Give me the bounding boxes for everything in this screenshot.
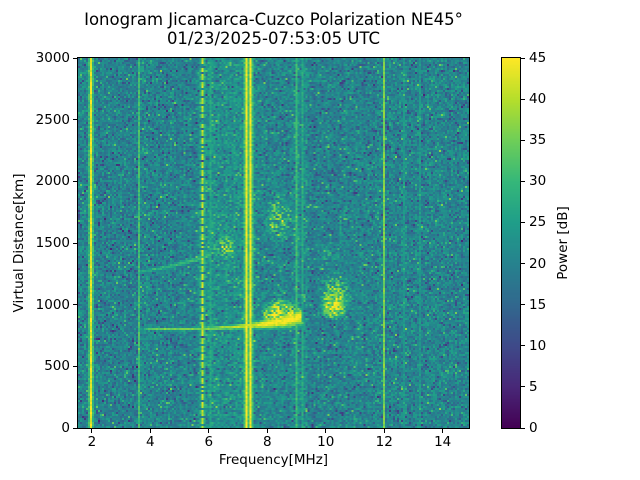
y-tick-mark (73, 180, 77, 182)
x-tick-label: 10 (317, 434, 335, 450)
colorbar-tick-label: 0 (529, 420, 538, 436)
x-tick-mark (208, 429, 210, 433)
x-tick-mark (91, 429, 93, 433)
y-tick-mark (73, 365, 77, 367)
colorbar-tick-label: 40 (529, 91, 547, 108)
colorbar-tick-mark (521, 139, 525, 141)
colorbar-tick-label: 10 (529, 337, 547, 354)
y-tick-label: 1000 (35, 296, 70, 313)
x-tick-label: 4 (146, 434, 155, 450)
x-tick-label: 8 (262, 434, 272, 450)
x-tick-mark (383, 429, 385, 433)
x-axis-title: Frequency[MHz] (218, 452, 329, 468)
colorbar-tick-mark (521, 98, 525, 100)
chart-subtitle: 01/23/2025-07:53:05 UTC (166, 29, 381, 48)
x-tick-label: 2 (87, 434, 97, 450)
y-tick-mark (73, 242, 77, 244)
x-tick-mark (442, 429, 444, 433)
colorbar-tick-mark (521, 345, 525, 347)
colorbar-tick-mark (521, 304, 525, 306)
colorbar-title: Power [dB] (555, 206, 571, 280)
colorbar-tick-label: 35 (529, 132, 547, 149)
colorbar-frame (501, 57, 521, 429)
ionogram-heatmap-canvas (78, 58, 469, 428)
colorbar-tick-mark (521, 386, 525, 388)
x-tick-label: 12 (375, 434, 393, 450)
colorbar-tick-mark (521, 427, 525, 429)
colorbar-tick-mark (521, 57, 525, 59)
y-tick-mark (73, 304, 77, 306)
x-tick-mark (149, 429, 151, 433)
colorbar-tick-label: 30 (529, 173, 547, 190)
colorbar-tick-mark (521, 221, 525, 223)
y-tick-label: 2500 (35, 111, 70, 128)
y-tick-label: 0 (61, 420, 70, 436)
colorbar-tick-mark (521, 263, 525, 265)
y-tick-label: 500 (44, 358, 70, 375)
y-tick-label: 2000 (35, 173, 70, 190)
plot-frame (77, 57, 470, 429)
y-tick-mark (73, 119, 77, 121)
chart-title: Ionogram Jicamarca-Cuzco Polarization NE… (84, 10, 463, 29)
colorbar-tick-label: 5 (529, 378, 538, 395)
x-tick-label: 6 (204, 434, 214, 450)
x-tick-label: 14 (434, 434, 452, 450)
y-tick-mark (73, 57, 77, 59)
y-tick-mark (73, 427, 77, 429)
y-tick-label: 1500 (35, 235, 70, 251)
colorbar-gradient-canvas (502, 58, 520, 428)
colorbar-tick-label: 20 (529, 255, 547, 272)
colorbar-tick-label: 15 (529, 296, 547, 313)
y-tick-label: 3000 (35, 50, 70, 66)
colorbar-tick-label: 45 (529, 50, 547, 66)
x-tick-mark (325, 429, 327, 433)
x-tick-mark (266, 429, 268, 433)
colorbar-tick-mark (521, 180, 525, 182)
colorbar-tick-label: 25 (529, 214, 547, 231)
